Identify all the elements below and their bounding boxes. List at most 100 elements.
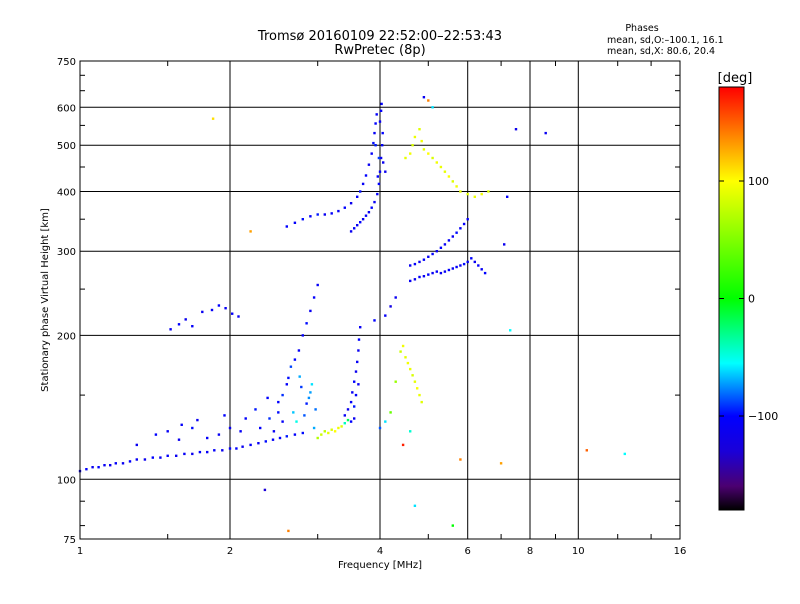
data-point (114, 462, 117, 465)
data-point (346, 408, 350, 411)
data-point (121, 462, 125, 465)
data-point (401, 443, 405, 447)
data-point (585, 449, 588, 452)
data-point (477, 264, 480, 267)
data-point (333, 430, 337, 433)
data-point (459, 264, 462, 267)
data-point (506, 195, 509, 198)
data-point (305, 402, 308, 405)
x-tick-label: 2 (227, 546, 233, 557)
data-point (221, 449, 224, 452)
data-point (382, 161, 385, 164)
data-point (411, 144, 414, 147)
data-point (271, 438, 275, 441)
data-point (175, 454, 178, 457)
data-point (249, 230, 252, 233)
data-point (231, 312, 234, 315)
data-point (451, 235, 454, 238)
data-point (443, 243, 447, 246)
y-tick-label: 100 (57, 475, 76, 486)
data-point (354, 393, 358, 397)
data-point (351, 391, 354, 394)
data-point (287, 376, 290, 380)
data-point (431, 271, 434, 275)
data-point (418, 275, 421, 279)
data-point (285, 435, 288, 438)
data-point (191, 426, 194, 430)
data-point (183, 452, 186, 456)
data-point (310, 383, 314, 386)
data-point (314, 408, 317, 411)
data-point (389, 305, 392, 308)
data-point (285, 383, 288, 386)
x-tick-labels: 1 2 4 6 8 10 16 (77, 546, 687, 557)
data-point (431, 252, 434, 256)
data-point (349, 230, 353, 233)
data-point (409, 264, 412, 267)
data-point (480, 268, 483, 271)
data-point (431, 156, 434, 160)
data-point (264, 440, 267, 443)
data-point (128, 460, 132, 463)
data-point (409, 367, 412, 371)
data-point (323, 213, 326, 216)
data-point (443, 170, 447, 173)
plot-frame (79, 60, 681, 540)
data-point (316, 213, 319, 216)
data-point (330, 428, 333, 431)
data-point (337, 209, 340, 213)
data-point (447, 239, 451, 242)
data-point (401, 344, 405, 348)
data-point (287, 529, 290, 533)
data-point (413, 262, 417, 266)
x-axis-label: Frequency [MHz] (338, 560, 422, 571)
stats-line-x: mean, sd,X: 80.6, 20.4 (607, 46, 715, 57)
data-point (420, 400, 423, 404)
data-point (470, 257, 473, 260)
data-point (268, 417, 271, 420)
data-point (177, 438, 181, 441)
data-point (413, 135, 417, 139)
data-point (316, 283, 319, 287)
data-point (278, 436, 282, 440)
data-point (376, 192, 379, 196)
data-point (375, 113, 378, 116)
x-tick-label: 1 (77, 546, 83, 557)
data-point (370, 206, 373, 209)
chart-subtitle: RwPretec (8p) (334, 43, 425, 58)
data-point (447, 175, 451, 178)
y-tick-label: 300 (57, 247, 76, 258)
data-point (377, 182, 381, 186)
data-point (422, 96, 426, 99)
data-point (353, 227, 356, 230)
stats-line-o: mean, sd,O:–100.1, 16.1 (607, 35, 724, 46)
data-point (354, 370, 358, 373)
x-tick-label: 8 (527, 546, 533, 557)
data-point (103, 464, 106, 467)
data-point (235, 447, 238, 450)
data-point (427, 273, 430, 276)
data-point (305, 322, 308, 325)
data-point (377, 156, 381, 160)
data-point (301, 334, 304, 337)
data-point (422, 148, 426, 151)
y-tick-label: 500 (57, 141, 76, 152)
data-point (357, 349, 360, 352)
data-point (420, 139, 423, 143)
data-point (404, 356, 407, 359)
data-point (180, 423, 183, 426)
data-point (451, 180, 454, 183)
chart-title: Tromsø 20160109 22:52:00–22:53:43 (257, 29, 502, 44)
data-point (293, 221, 297, 224)
data-point (374, 144, 377, 147)
data-point (343, 206, 346, 209)
data-point (359, 221, 362, 224)
data-point (210, 308, 214, 312)
data-point (213, 449, 216, 452)
data-point (374, 122, 377, 125)
data-point (85, 468, 88, 471)
data-point (466, 218, 469, 221)
data-point (466, 260, 469, 264)
y-tick-labels: 75 100 200 300 400 500 600 750 (57, 57, 76, 546)
data-point (447, 268, 451, 272)
